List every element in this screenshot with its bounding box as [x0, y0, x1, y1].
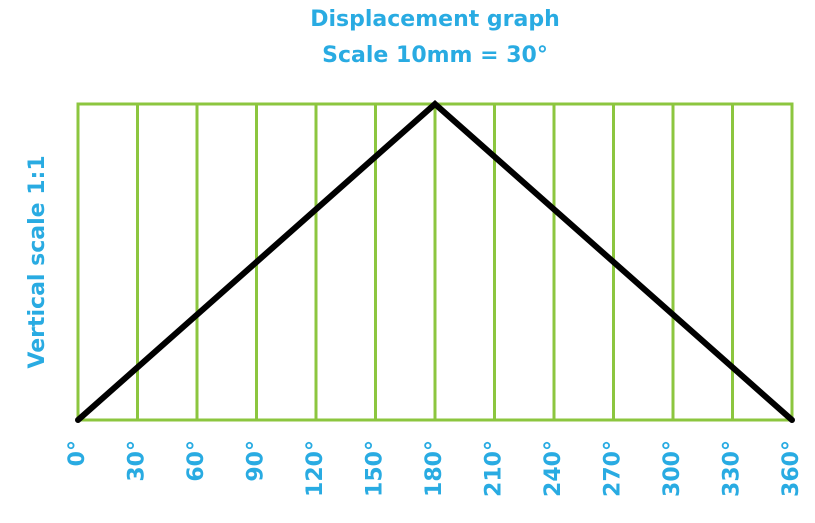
x-tick-label: 30°: [125, 440, 150, 482]
x-tick-label: 210°: [482, 440, 507, 497]
data-line: [75, 99, 795, 423]
chart-title: Displacement graph: [310, 7, 560, 32]
x-tick-label: 330°: [720, 440, 745, 497]
x-tick-label: 120°: [303, 440, 328, 497]
x-tick-label: 150°: [363, 440, 388, 497]
x-tick-label: 90°: [244, 440, 269, 482]
x-tick-label: 0°: [65, 440, 90, 466]
x-tick-label: 180°: [422, 440, 447, 497]
x-tick-label: 60°: [184, 440, 209, 482]
chart-subtitle: Scale 10mm = 30°: [322, 43, 548, 68]
x-tick-label: 240°: [541, 440, 566, 497]
x-tick-label: 300°: [660, 440, 685, 497]
x-tick-label: 360°: [779, 440, 804, 497]
x-tick-label: 270°: [601, 440, 626, 497]
y-axis-label: Vertical scale 1:1: [25, 155, 50, 368]
